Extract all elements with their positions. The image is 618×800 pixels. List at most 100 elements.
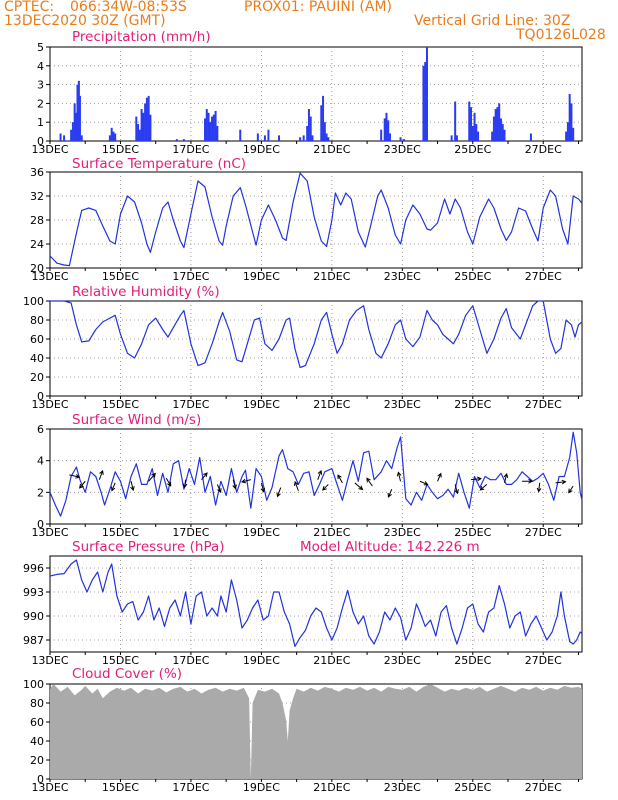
y-tick-label: 6 [37,423,44,436]
wind-arrow-head [423,481,429,486]
precipitation-bar [256,133,259,141]
precipitation-bar [239,129,242,141]
y-tick-label: 20 [30,754,44,767]
precipitation-bar [425,47,428,141]
humidity-title: Relative Humidity (%) [72,284,220,300]
x-tick-label: 21DEC [313,781,350,794]
precipitation-bar [322,95,325,141]
wind-arrow [98,470,104,480]
x-tick-label: 13DEC [31,270,68,283]
precipitation-bar [78,95,81,141]
x-tick-label: 23DEC [384,270,421,283]
wind-arrow-head [79,483,84,489]
precipitation-bar [140,109,143,141]
x-tick-label: 19DEC [243,526,280,539]
cloud-cover-title: Cloud Cover (%) [72,666,183,682]
y-tick-label: 32 [30,190,44,203]
precipitation-bar [137,124,140,141]
wind-arrow [387,488,393,498]
cloud-cover-area [50,684,582,779]
panel-frame [49,428,583,525]
precipitation-bar [475,124,478,141]
precipitation-bar [306,125,309,141]
precipitation-bar [307,109,310,141]
wind-arrow-head [477,476,482,482]
header-code: TQ0126L028 [516,27,606,43]
wind-arrow [538,482,541,492]
header-source: CPTEC: [4,0,55,15]
precipitation-bar [380,129,383,141]
y-tick-label: 20 [30,371,44,384]
y-tick-label: 20 [30,262,44,275]
wind-arrow [294,481,299,491]
x-tick-label: 19DEC [243,781,280,794]
x-tick-label: 23DEC [384,526,421,539]
wind-arrow [354,482,363,490]
x-tick-label: 17DEC [172,781,209,794]
precipitation-bar [204,118,207,141]
precipitation-bar [529,133,532,141]
precipitation-bar [473,112,476,141]
wind-arrow [504,473,508,483]
precipitation-bar [145,97,148,141]
x-tick-label: 13DEC [31,143,68,156]
wind-arrow [568,485,574,493]
wind-arrow [337,474,343,484]
wind-arrow-head [294,480,299,486]
x-tick-label: 15DEC [102,526,139,539]
y-tick-label: 60 [30,716,44,729]
precipitation-bar [455,135,458,141]
precipitation-title: Precipitation (mm/h) [72,29,211,45]
x-tick-label: 17DEC [172,654,209,667]
y-tick-label: 36 [30,166,44,179]
wind-arrow-head [479,486,485,491]
precipitation-bar [327,137,330,141]
x-tick-label: 21DEC [313,398,350,411]
y-tick-label: 40 [30,735,44,748]
y-tick-label: 996 [23,562,44,575]
precipitation-bar [491,131,494,141]
wind-arrow-head [151,472,156,478]
wind-arrow-head [130,486,135,492]
precipitation-bar [209,122,212,141]
series-line [49,559,583,648]
precipitation-bar [142,112,145,141]
precipitation-bar [214,110,217,141]
wind-arrow-head [203,472,208,478]
precipitation-bar [388,133,391,141]
series-line [50,300,583,369]
precipitation-bar [263,135,266,141]
y-tick-label: 5 [37,41,44,54]
precipitation-bar [498,103,501,141]
precipitation-bar [138,129,141,141]
x-tick-label: 13DEC [31,398,68,411]
x-tick-label: 19DEC [243,398,280,411]
precipitation-bar [144,103,147,141]
precipitation-bar [323,122,326,141]
wind-arrow-head [317,469,323,475]
precipitation-bar [71,122,74,141]
wind-arrow-head [217,488,222,494]
y-tick-label: 3 [37,79,44,92]
panel-frame [49,46,583,142]
wind-arrow [165,477,172,487]
y-tick-label: 2 [37,97,44,110]
wind-arrow [69,474,80,478]
precipitation-bar [311,135,314,141]
header-coordinates: 066:34W-08:53S [70,0,187,15]
precipitation-bar [207,112,210,141]
precipitation-bar [205,109,208,141]
precipitation-bar [216,125,219,141]
y-tick-label: 28 [30,214,44,227]
wind-arrow [397,472,402,482]
precipitation-bar [383,118,386,141]
wind-arrow-head [387,492,392,498]
x-tick-label: 21DEC [313,270,350,283]
y-tick-label: 0 [37,773,44,786]
x-tick-label: 15DEC [102,143,139,156]
wind-arrow-head [182,483,188,489]
precipitation-bar [570,103,573,141]
precipitation-bar [73,103,76,141]
precipitation-bar [63,135,66,141]
